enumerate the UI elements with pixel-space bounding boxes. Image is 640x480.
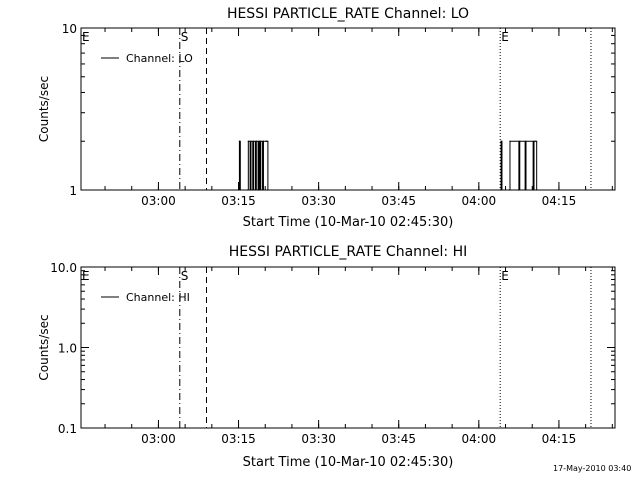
x-axis-label-2: Start Time (10-Mar-10 02:45:30) <box>243 455 454 470</box>
annotation-label-2-3: E <box>501 269 509 283</box>
x-tick-label-2-1: 03:15 <box>221 432 256 446</box>
data-point-1-32 <box>536 189 538 191</box>
annotation-label-1-1: S <box>181 30 189 44</box>
data-point-1-28 <box>525 140 527 142</box>
y-axis-label-2: Counts/sec <box>37 314 51 380</box>
chart-title-1: HESSI PARTICLE_RATE Channel: LO <box>227 6 469 22</box>
data-point-1-12 <box>258 140 260 142</box>
data-point-1-27 <box>524 189 526 191</box>
data-point-1-31 <box>535 140 537 142</box>
data-point-1-19 <box>267 189 269 191</box>
data-point-1-6 <box>250 140 252 142</box>
series-line-1-0 <box>238 140 538 191</box>
x-tick-label-1-4: 04:00 <box>462 194 497 208</box>
x-tick-label-2-4: 04:00 <box>462 432 497 446</box>
data-point-1-20 <box>499 189 501 191</box>
annotation-label-2-0: E <box>82 269 90 283</box>
x-tick-label-2-5: 04:15 <box>542 432 577 446</box>
x-tick-label-2-0: 03:00 <box>141 432 176 446</box>
data-point-1-17 <box>265 140 267 142</box>
data-point-1-7 <box>252 189 254 191</box>
x-tick-label-2-3: 03:45 <box>381 432 416 446</box>
data-point-1-2 <box>239 189 241 191</box>
y-tick-label-2-0: 0.1 <box>58 422 77 436</box>
data-point-1-3 <box>246 189 249 191</box>
legend-label-2: Channel: HI <box>126 291 190 304</box>
annotation-label-2-1: S <box>181 269 189 283</box>
data-point-1-26 <box>519 140 521 142</box>
data-point-1-23 <box>508 189 510 191</box>
data-point-1-24 <box>509 140 511 142</box>
data-point-1-14 <box>260 140 262 142</box>
data-point-1-13 <box>259 189 261 191</box>
y-tick-label-2-1: 1.0 <box>58 342 77 356</box>
x-tick-label-1-0: 03:00 <box>141 194 176 208</box>
data-point-1-15 <box>261 189 264 191</box>
data-point-1-8 <box>253 140 255 142</box>
x-tick-label-1-1: 03:15 <box>221 194 256 208</box>
y-axis-label-1: Counts/sec <box>37 76 51 142</box>
data-point-1-1 <box>238 140 241 142</box>
data-point-1-25 <box>518 189 520 191</box>
annotation-label-1-3: E <box>501 30 509 44</box>
annotation-label-1-0: E <box>82 30 90 44</box>
data-point-1-0 <box>237 189 240 191</box>
data-point-1-4 <box>247 140 249 142</box>
y-tick-label-1-0: 1 <box>69 184 77 198</box>
chart-title-2: HESSI PARTICLE_RATE Channel: HI <box>229 244 467 260</box>
y-tick-label-2-2: 10.0 <box>50 261 77 275</box>
x-tick-label-1-5: 04:15 <box>542 194 577 208</box>
data-point-1-22 <box>501 189 503 191</box>
data-point-1-5 <box>249 189 251 191</box>
data-point-1-9 <box>254 189 257 191</box>
data-point-1-30 <box>533 140 535 142</box>
data-point-1-16 <box>262 140 265 142</box>
x-axis-label-1: Start Time (10-Mar-10 02:45:30) <box>243 215 454 230</box>
x-tick-label-1-3: 03:45 <box>381 194 416 208</box>
x-tick-label-1-2: 03:30 <box>301 194 336 208</box>
data-point-1-10 <box>255 140 257 142</box>
footer-timestamp: 17-May-2010 03:40 <box>553 464 632 473</box>
data-point-1-21 <box>500 140 502 142</box>
data-point-1-29 <box>532 189 534 191</box>
data-point-1-11 <box>257 189 259 191</box>
data-point-1-18 <box>266 140 268 142</box>
y-tick-label-1-1: 10 <box>62 22 77 36</box>
legend-label-1: Channel: LO <box>126 52 193 65</box>
x-tick-label-2-2: 03:30 <box>301 432 336 446</box>
